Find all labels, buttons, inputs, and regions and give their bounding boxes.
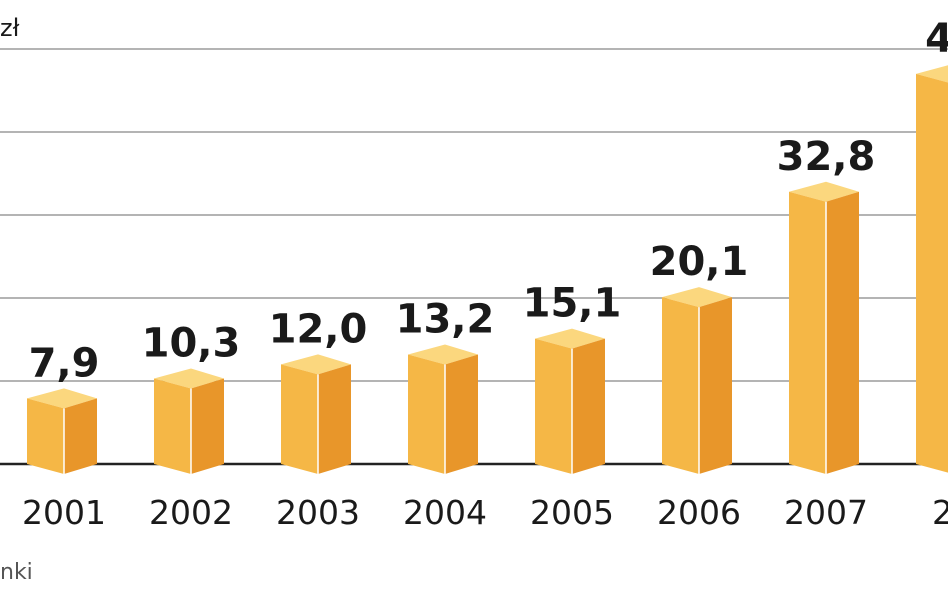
bar-side-face <box>445 354 478 474</box>
bar <box>27 388 97 474</box>
source-label: nki <box>0 560 33 585</box>
bar-side-face <box>826 191 859 474</box>
x-tick-label: 2003 <box>276 493 360 532</box>
bar-top-face <box>916 65 948 83</box>
unit-label: zł <box>0 14 20 42</box>
x-tick-label: 2007 <box>784 493 868 532</box>
bar-front-face <box>154 378 191 474</box>
bar-side-face <box>318 364 351 474</box>
x-tick-label: 2005 <box>530 493 614 532</box>
bar-side-face <box>191 378 224 474</box>
bar-top-face <box>535 328 605 349</box>
bar-front-face <box>535 338 572 474</box>
value-label: 20,1 <box>650 239 749 285</box>
bar <box>154 368 224 474</box>
value-label: 15,1 <box>523 281 622 327</box>
bar-top-face <box>154 368 224 389</box>
labels-layer: 7,9 2001 10,3 2002 12,0 2003 13,2 2004 15,1 2005 2… <box>22 16 948 532</box>
x-tick-label: 2001 <box>22 493 106 532</box>
x-tick-label: 20 <box>932 493 948 532</box>
value-label: 10,3 <box>142 321 241 367</box>
bar-top-face <box>27 388 97 409</box>
bar-side-face <box>572 338 605 474</box>
bar <box>281 354 351 474</box>
bar-front-face <box>916 73 948 473</box>
bars-layer <box>27 65 948 474</box>
value-label: 47 <box>925 16 948 62</box>
x-tick-label: 2006 <box>657 493 741 532</box>
bar <box>789 181 859 474</box>
value-label: 13,2 <box>396 296 495 342</box>
bar-top-face <box>408 344 478 365</box>
value-label: 7,9 <box>29 340 100 386</box>
bar-top-face <box>281 354 351 375</box>
bar-front-face <box>662 297 699 474</box>
bar-side-face <box>64 398 97 474</box>
bar <box>916 65 948 473</box>
bar <box>408 344 478 474</box>
bar <box>662 287 732 474</box>
bar-top-face <box>789 181 859 202</box>
value-label: 32,8 <box>777 134 876 180</box>
x-tick-label: 2004 <box>403 493 487 532</box>
x-tick-label: 2002 <box>149 493 233 532</box>
bar-side-face <box>699 297 732 474</box>
bar-front-face <box>408 354 445 474</box>
value-label: 12,0 <box>269 306 368 352</box>
bar-front-face <box>27 398 64 474</box>
bar-front-face <box>789 191 826 474</box>
bar-top-face <box>662 287 732 308</box>
bar <box>535 328 605 474</box>
bar-front-face <box>281 364 318 474</box>
